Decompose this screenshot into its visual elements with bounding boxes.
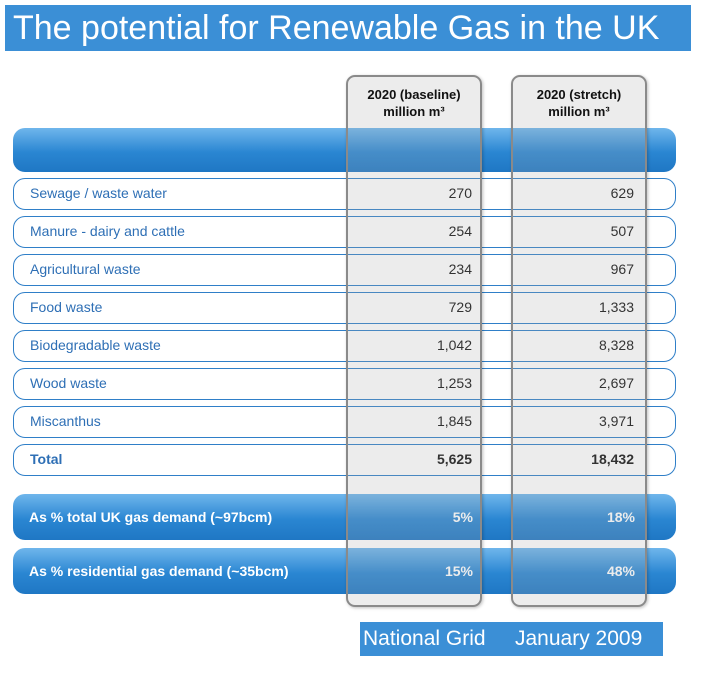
table-row: Manure - dairy and cattle 254 507 [13, 216, 676, 248]
table-row: Miscanthus 1,845 3,971 [13, 406, 676, 438]
stretch-value: 18,432 [591, 451, 634, 467]
header-bar [13, 128, 676, 172]
column-title: 2020 (baseline) [367, 87, 461, 102]
title: The potential for Renewable Gas in the U… [5, 5, 691, 51]
baseline-value: 729 [448, 299, 472, 315]
baseline-value: 1,042 [436, 337, 472, 353]
footer-org: National Grid [363, 627, 486, 650]
table-row: Biodegradable waste 1,042 8,328 [13, 330, 676, 362]
footer: National Grid January 2009 [360, 622, 663, 656]
baseline-value: 234 [448, 261, 472, 277]
stretch-value: 507 [610, 223, 634, 239]
baseline-value: 1,845 [436, 413, 472, 429]
table-row: Wood waste 1,253 2,697 [13, 368, 676, 400]
stretch-value: 18% [606, 509, 635, 525]
stretch-value: 48% [606, 563, 635, 579]
baseline-value: 1,253 [436, 375, 472, 391]
row-label: Sewage / waste water [30, 185, 167, 201]
table-row: Food waste 729 1,333 [13, 292, 676, 324]
row-label: Food waste [30, 299, 103, 315]
column-unit: million m³ [383, 104, 445, 119]
stretch-value: 967 [610, 261, 634, 277]
baseline-value: 254 [448, 223, 472, 239]
row-label: As % residential gas demand (~35bcm) [29, 563, 289, 579]
row-label: As % total UK gas demand (~97bcm) [29, 509, 273, 525]
baseline-value: 5% [452, 509, 473, 525]
stretch-value: 2,697 [598, 375, 634, 391]
total-row: Total 5,625 18,432 [13, 444, 676, 476]
share-row: As % residential gas demand (~35bcm) 15% 4… [13, 548, 676, 594]
stretch-value: 629 [610, 185, 634, 201]
column-unit: million m³ [548, 104, 610, 119]
row-label: Biodegradable waste [30, 337, 161, 353]
stretch-value: 1,333 [598, 299, 634, 315]
row-label: Miscanthus [30, 413, 101, 429]
row-label: Manure - dairy and cattle [30, 223, 185, 239]
table-row: Agricultural waste 234 967 [13, 254, 676, 286]
table-row: Sewage / waste water 270 629 [13, 178, 676, 210]
footer-date: January 2009 [515, 627, 643, 650]
baseline-value: 15% [444, 563, 473, 579]
row-label: Total [30, 451, 63, 467]
column-highlight: 2020 (stretch) million m³ [511, 75, 647, 607]
row-label: Wood waste [30, 375, 107, 391]
baseline-value: 270 [448, 185, 472, 201]
column-highlight: 2020 (baseline) million m³ [346, 75, 482, 607]
column-title: 2020 (stretch) [536, 87, 622, 102]
row-label: Agricultural waste [30, 261, 141, 277]
baseline-value: 5,625 [436, 451, 472, 467]
stretch-value: 3,971 [598, 413, 634, 429]
share-row: As % total UK gas demand (~97bcm) 5% 18% [13, 494, 676, 540]
stretch-value: 8,328 [598, 337, 634, 353]
